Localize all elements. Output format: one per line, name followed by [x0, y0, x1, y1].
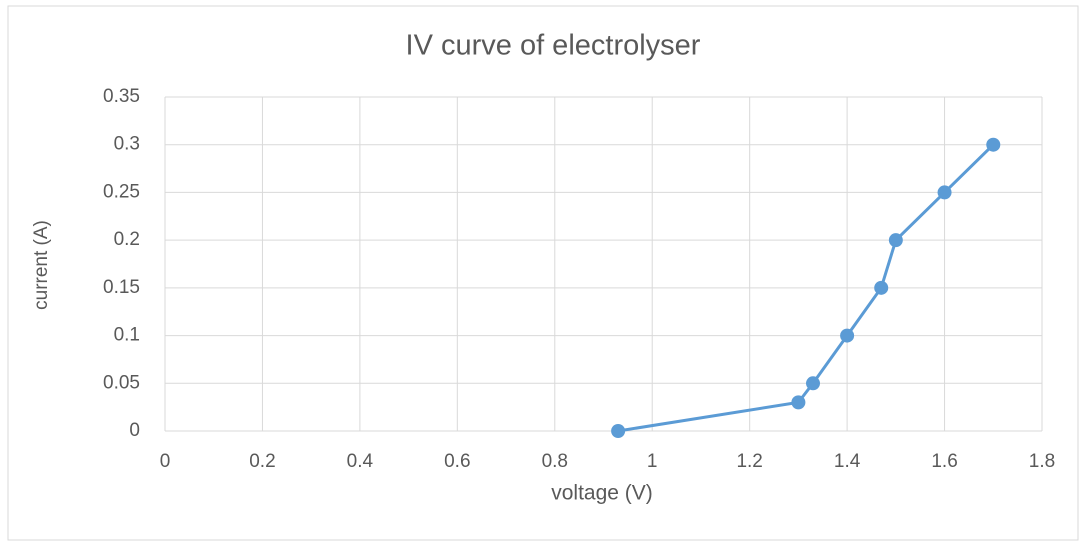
x-tick-label: 1.4: [834, 451, 861, 472]
x-axis-label: voltage (V): [551, 482, 653, 505]
x-tick-label: 0: [160, 451, 171, 472]
x-tick-label: 1.2: [736, 451, 762, 472]
x-tick-label: 0.2: [249, 451, 275, 472]
data-point: [806, 376, 821, 391]
chart-title: IV curve of electrolyser: [406, 30, 701, 62]
data-point: [986, 137, 1001, 152]
y-tick-label: 0.15: [103, 277, 140, 298]
data-point: [791, 395, 806, 410]
data-point: [840, 328, 855, 343]
x-tick-label: 1: [647, 451, 658, 472]
y-tick-label: 0: [129, 420, 140, 441]
y-tick-label: 0.1: [114, 325, 140, 346]
data-point: [611, 424, 626, 438]
y-tick-label: 0.3: [114, 134, 140, 155]
y-tick-label: 0.35: [103, 86, 140, 107]
y-tick-label: 0.25: [103, 181, 140, 202]
chart-frame: [7, 5, 1079, 541]
data-point: [937, 185, 952, 200]
data-point: [888, 233, 903, 248]
x-tick-label: 0.4: [347, 451, 374, 472]
data-point: [874, 280, 889, 295]
y-axis-label: current (A): [31, 220, 52, 310]
x-tick-label: 0.8: [542, 451, 568, 472]
x-tick-label: 1.6: [931, 451, 957, 472]
x-tick-label: 0.6: [444, 451, 470, 472]
y-tick-label: 0.2: [114, 229, 140, 250]
x-tick-label: 1.8: [1029, 451, 1055, 472]
y-tick-label: 0.05: [103, 372, 140, 393]
